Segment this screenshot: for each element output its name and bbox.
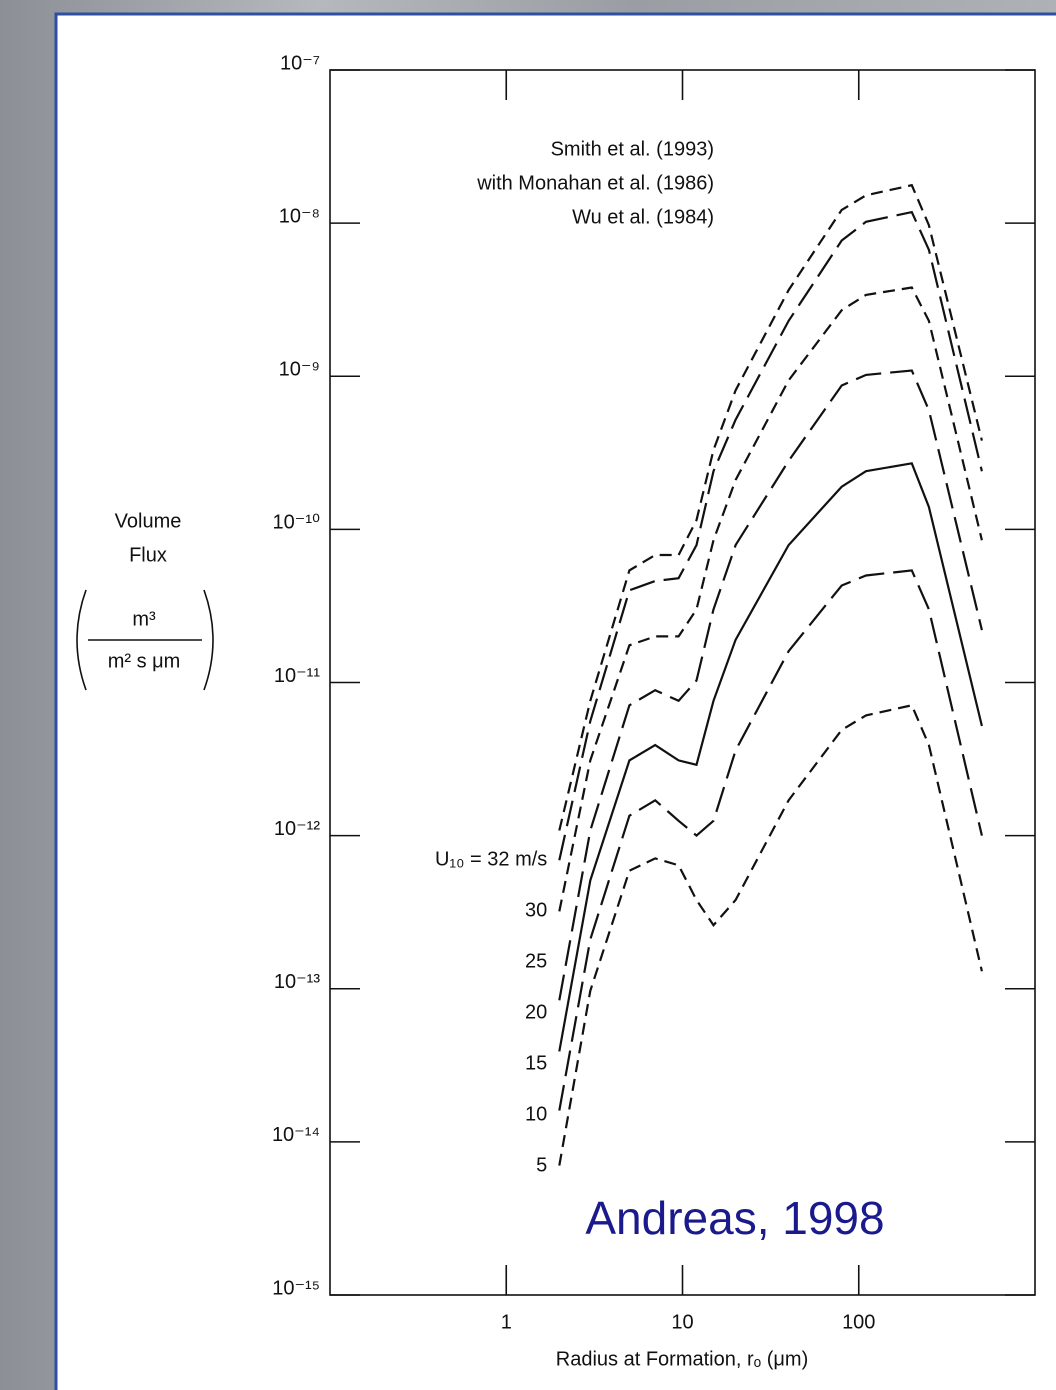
series-label: 30 [525,899,547,921]
y-tick-label: 10⁻⁹ [279,359,320,381]
y-tick-label: 10⁻¹¹ [274,665,320,687]
parenthesis [76,589,214,691]
y-tick-label: 10⁻¹² [274,818,320,840]
series-label: 25 [525,950,547,972]
y-tick-label: 10⁻¹⁰ [273,512,320,534]
series-label: 5 [536,1154,547,1176]
chart-title: Andreas, 1998 [585,1192,884,1244]
x-label: Radius at Formation, rₒ (μm) [556,1348,808,1370]
series-line [558,210,983,861]
panel [54,12,1056,1390]
annotation: Smith et al. (1993) [551,138,714,160]
y-label: Flux [129,544,167,566]
y-unit: m³ [132,608,156,630]
y-tick-label: 10⁻¹⁵ [272,1277,320,1299]
series-line [558,286,983,912]
annotation: Wu et al. (1984) [572,206,714,228]
annotation: with Monahan et al. (1986) [476,172,714,194]
series-label: U₁₀ = 32 m/s [435,848,547,870]
y-label: Volume [115,510,182,532]
y-unit: m² s μm [108,650,181,672]
series-label: 20 [525,1001,547,1023]
x-tick-label: 1 [501,1311,512,1333]
series-line [558,569,983,1111]
series-line [558,183,983,831]
x-tick-label: 100 [842,1311,875,1333]
y-tick-label: 10⁻¹³ [274,971,320,993]
series-line [558,462,983,1052]
y-tick-label: 10⁻¹⁴ [272,1124,320,1146]
series-label: 10 [525,1103,547,1125]
y-tick-label: 10⁻⁷ [280,52,320,74]
series-line [558,369,983,1001]
series-label: 15 [525,1052,547,1074]
series-line [558,704,983,1166]
x-tick-label: 10 [671,1311,693,1333]
y-tick-label: 10⁻⁸ [279,205,320,227]
